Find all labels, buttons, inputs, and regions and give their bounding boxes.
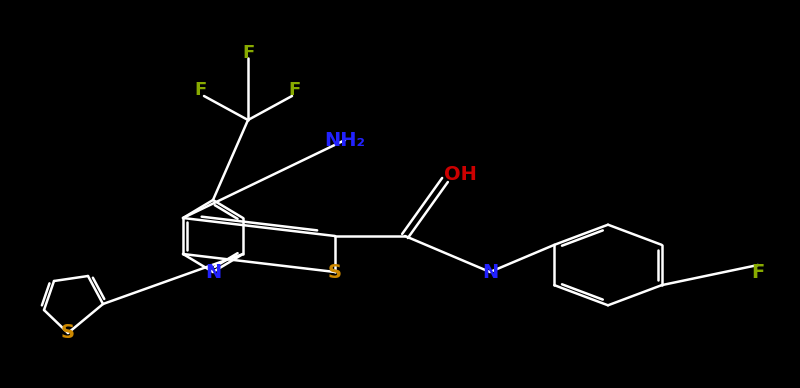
Text: S: S — [61, 324, 75, 343]
Text: S: S — [328, 263, 342, 282]
Text: N: N — [205, 263, 221, 282]
Text: F: F — [289, 81, 301, 99]
Text: OH: OH — [443, 166, 477, 185]
Text: F: F — [751, 263, 765, 282]
Text: NH₂: NH₂ — [325, 130, 366, 149]
Text: N: N — [482, 263, 498, 282]
Text: F: F — [194, 81, 206, 99]
Text: F: F — [242, 44, 254, 62]
